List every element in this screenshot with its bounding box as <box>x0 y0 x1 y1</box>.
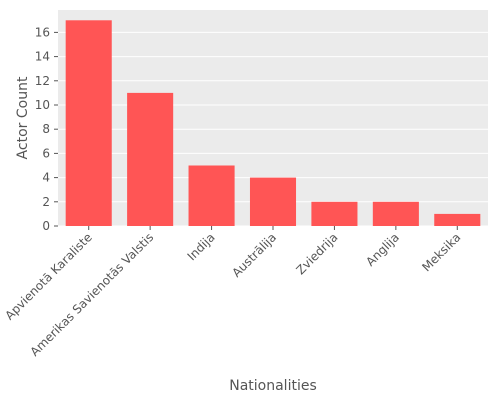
y-tick-label: 8 <box>42 122 50 136</box>
x-tick-label: Austrālija <box>229 230 279 280</box>
y-tick-label: 0 <box>42 219 50 233</box>
x-tick-label: Amerikas Savienotās Valstis <box>28 230 157 359</box>
x-axis-title: Nationalities <box>229 378 317 394</box>
bar <box>372 201 419 226</box>
x-tick-label: Zviedrija <box>293 230 340 277</box>
bar <box>127 92 174 227</box>
bar <box>249 177 297 226</box>
bar <box>311 201 358 226</box>
y-tick-label: 14 <box>35 50 50 64</box>
x-tick-label: Anglija <box>363 230 402 269</box>
bar <box>188 165 235 226</box>
y-tick-label: 6 <box>42 146 50 160</box>
y-tick-label: 2 <box>42 195 50 209</box>
bar <box>434 213 481 226</box>
y-axis-ticks: 0 2 4 6 8 10 12 14 16 <box>35 25 58 233</box>
y-tick-label: 16 <box>35 25 50 39</box>
y-tick-label: 10 <box>35 98 50 112</box>
y-axis-title: Actor Count <box>15 76 31 159</box>
y-tick-label: 12 <box>35 74 50 88</box>
x-tick-label: Indija <box>185 230 218 263</box>
y-tick-label: 4 <box>42 171 50 185</box>
bars <box>65 20 481 227</box>
x-tick-label: Meksika <box>419 230 463 274</box>
bar <box>65 20 112 226</box>
